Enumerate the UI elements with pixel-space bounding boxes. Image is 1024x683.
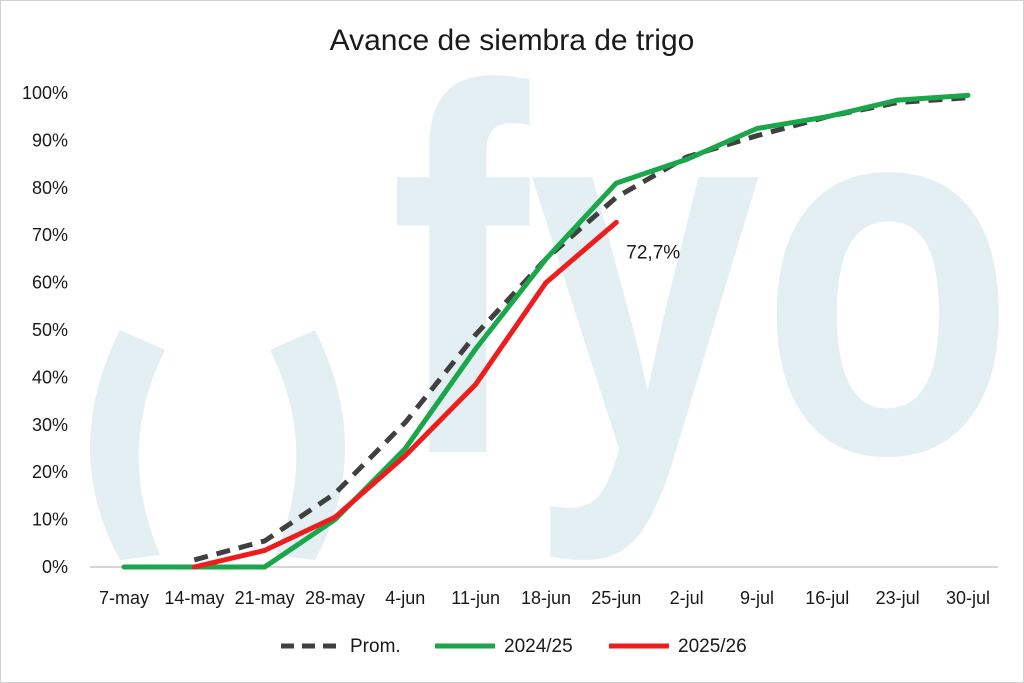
series-line-2024-25 bbox=[121, 92, 971, 570]
legend-label: 2025/26 bbox=[678, 636, 747, 657]
y-tick-label: 100% bbox=[22, 83, 68, 103]
x-tick-label: 28-may bbox=[305, 588, 365, 608]
x-tick-label: 25-jun bbox=[591, 588, 641, 608]
x-tick-label: 16-jul bbox=[805, 588, 849, 608]
y-tick-label: 50% bbox=[32, 320, 68, 340]
annotations: 72,7% bbox=[626, 242, 680, 263]
x-tick-label: 9-jul bbox=[740, 588, 774, 608]
y-tick-label: 90% bbox=[32, 130, 68, 150]
x-axis-ticks: 7-may 14-may 21-may 28-may 4-jun 11-jun 18-jun… bbox=[99, 588, 990, 608]
y-tick-label: 20% bbox=[32, 462, 68, 482]
y-tick-label: 80% bbox=[32, 178, 68, 198]
chart-title: Avance de siembra de trigo bbox=[330, 24, 695, 57]
x-tick-label: 21-may bbox=[235, 588, 295, 608]
data-label: 72,7% bbox=[626, 242, 680, 263]
x-tick-label: 18-jun bbox=[521, 588, 571, 608]
x-tick-label: 23-jul bbox=[876, 588, 920, 608]
legend-label: 2024/25 bbox=[504, 636, 573, 657]
y-tick-label: 40% bbox=[32, 367, 68, 387]
y-tick-label: 70% bbox=[32, 225, 68, 245]
watermark-text: fyo bbox=[390, 0, 1015, 566]
legend: Prom. 2024/25 2025/26 bbox=[281, 636, 747, 657]
y-tick-label: 60% bbox=[32, 273, 68, 293]
series-line-2025-26 bbox=[191, 219, 619, 570]
x-tick-label: 30-jul bbox=[946, 588, 990, 608]
series-lines bbox=[121, 92, 971, 570]
legend-label: Prom. bbox=[350, 636, 401, 657]
y-tick-label: 10% bbox=[32, 510, 68, 530]
y-axis-ticks: 0% 10% 20% 30% 40% 50% 60% 70% 80% 90% 100% bbox=[22, 83, 68, 577]
y-tick-label: 30% bbox=[32, 415, 68, 435]
x-tick-label: 2-jul bbox=[670, 588, 704, 608]
x-tick-label: 4-jun bbox=[385, 588, 425, 608]
fyo-watermark-logo: fyo bbox=[90, 0, 1015, 566]
x-tick-label: 14-may bbox=[164, 588, 224, 608]
x-tick-label: 11-jun bbox=[451, 588, 500, 608]
x-tick-label: 7-may bbox=[99, 588, 149, 608]
y-tick-label: 0% bbox=[42, 557, 68, 577]
